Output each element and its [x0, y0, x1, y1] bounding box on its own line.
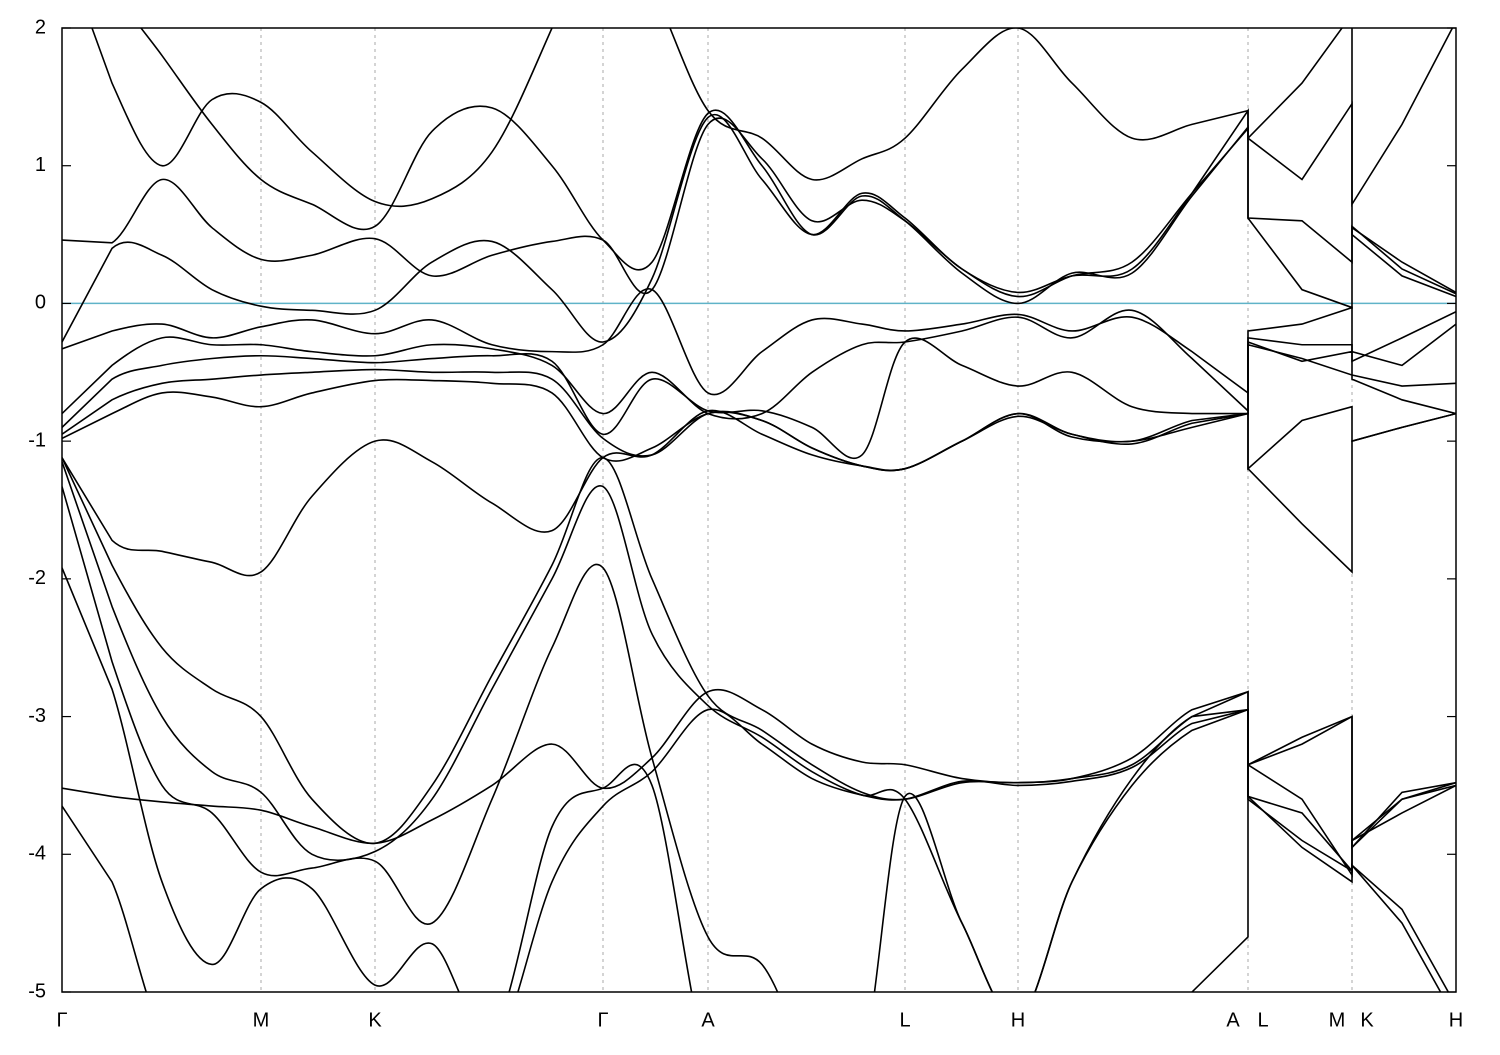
y-tick-label: -3 [28, 705, 46, 727]
band-line [62, 288, 1456, 396]
band-line [62, 688, 1450, 992]
y-tick-label: -2 [28, 567, 46, 589]
band-line [62, 309, 1456, 420]
x-tick-label: H [1449, 1009, 1463, 1031]
x-tick-label: M [1329, 1009, 1346, 1031]
x-tick-label: K [368, 1009, 382, 1031]
grid-layer [260, 28, 1353, 992]
band-line [62, 456, 1456, 850]
y-tick-label: 2 [35, 16, 46, 38]
bands-layer [62, 28, 1456, 992]
band-line [62, 117, 1456, 298]
x-tick-label: M [253, 1009, 270, 1031]
band-line [62, 343, 1456, 472]
x-tick-label: A [701, 1009, 715, 1031]
x-tick-label: H [1011, 1009, 1025, 1031]
x-tick-label: Γ [597, 1009, 608, 1031]
y-tick-label: 1 [35, 154, 46, 176]
band-line [62, 461, 1456, 992]
band-line [62, 567, 1456, 992]
band-line [62, 409, 1456, 577]
y-tick-label: 0 [35, 292, 46, 314]
x-tick-label: K [1360, 1009, 1374, 1031]
y-tick-label: -4 [28, 843, 46, 865]
band-line [139, 28, 1456, 309]
plot-frame [61, 27, 1457, 993]
x-tick-label: Γ [56, 1009, 67, 1031]
band-line [62, 101, 1456, 343]
y-tick-label: -5 [28, 980, 46, 1002]
y-tick-label: -1 [28, 429, 46, 451]
x-tick-label: L [1257, 1009, 1268, 1031]
band-line [62, 378, 1456, 472]
x-tick-label: L [899, 1009, 910, 1031]
band-line [62, 708, 1456, 992]
band-line [91, 28, 1454, 208]
band-line [62, 337, 1456, 459]
band-line [62, 486, 1442, 992]
x-tick-label: A [1226, 1009, 1240, 1031]
